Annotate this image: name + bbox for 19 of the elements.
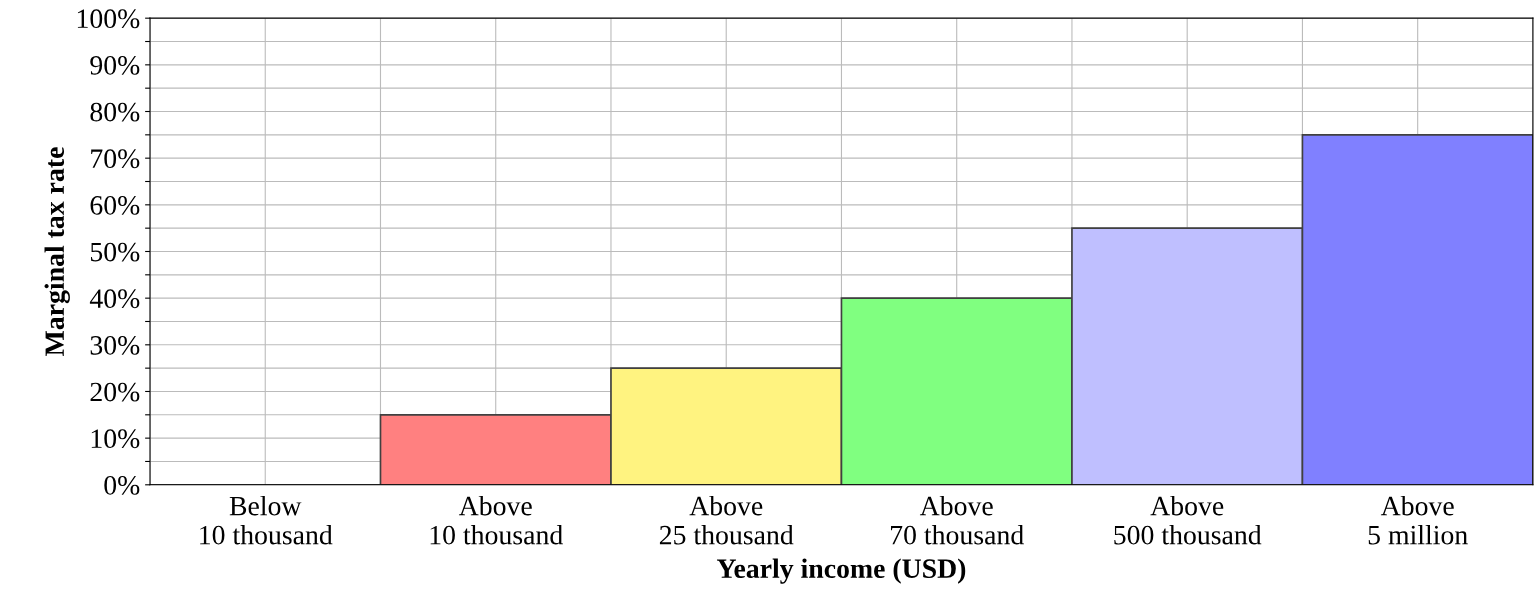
x-tick-label: Above 500 thousand xyxy=(1114,495,1262,545)
x-axis-title: Yearly income (USD) xyxy=(716,558,966,584)
y-tick-label: 100% xyxy=(77,9,140,29)
y-tick-label: 50% xyxy=(90,242,140,262)
y-tick-label: 0% xyxy=(104,475,140,495)
x-tick-label: Above 5 million xyxy=(1368,495,1468,545)
y-tick-label: 60% xyxy=(90,195,140,215)
y-tick-label: 20% xyxy=(90,382,140,402)
y-tick-label: 80% xyxy=(90,102,140,122)
y-tick-label: 40% xyxy=(89,289,140,309)
y-tick-label: 30% xyxy=(90,335,140,355)
x-tick-label: Above 25 thousand xyxy=(659,495,794,545)
y-tick-label: 10% xyxy=(91,429,140,449)
x-tick-label: Above 70 thousand xyxy=(891,495,1024,545)
x-tick-label: Above 10 thousand xyxy=(430,495,563,545)
y-tick-label: 70% xyxy=(91,149,140,169)
x-tick-label: Below 10 thousand xyxy=(200,495,333,545)
y-tick-label: 90% xyxy=(90,56,140,75)
y-axis-title: Marginal tax rate xyxy=(44,147,70,356)
